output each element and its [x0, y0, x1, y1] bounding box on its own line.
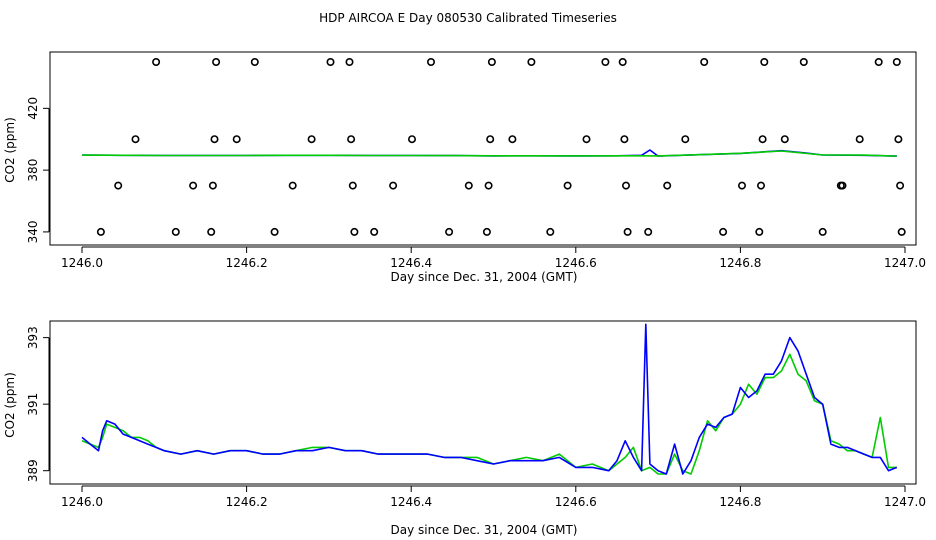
- top-point-marker: [370, 227, 379, 236]
- top-point-marker: [114, 181, 123, 190]
- top-green-series-line: [81, 150, 897, 157]
- top-x-axis-label: Day since Dec. 31, 2004 (GMT): [391, 270, 578, 284]
- top-point-marker: [288, 181, 297, 190]
- top-point-marker: [152, 57, 161, 66]
- bottom-y-axis: 389 391 393: [26, 326, 50, 482]
- bottom-y-tick-label: 389: [26, 459, 40, 482]
- top-point-marker: [874, 57, 883, 66]
- top-panel: 1246.0 1246.2 1246.4 1246.6 1246.8 1247.0 340…: [3, 51, 926, 284]
- top-point-marker: [799, 57, 808, 66]
- top-point-marker: [563, 181, 572, 190]
- top-point-marker: [484, 181, 493, 190]
- top-line-series: [81, 149, 897, 157]
- top-point-marker: [818, 227, 827, 236]
- top-x-tick-label: 1247.0: [884, 256, 926, 270]
- bottom-y-tick-label: 393: [26, 326, 40, 349]
- top-point-marker: [96, 227, 105, 236]
- top-point-marker: [838, 181, 847, 190]
- top-point-marker: [755, 227, 764, 236]
- top-point-marker: [756, 181, 765, 190]
- top-point-marker: [350, 227, 359, 236]
- bottom-blue-series-line: [81, 323, 898, 475]
- bottom-plot-frame: [49, 320, 917, 485]
- top-point-marker: [546, 227, 555, 236]
- top-point-marker: [232, 135, 241, 144]
- top-point-marker: [389, 181, 398, 190]
- top-x-tick-label: 1246.4: [390, 256, 432, 270]
- top-point-marker: [464, 181, 473, 190]
- top-point-marker: [250, 57, 259, 66]
- bottom-x-tick-label: 1246.4: [390, 495, 432, 509]
- top-y-tick-label: 420: [26, 97, 40, 120]
- top-point-marker: [644, 227, 653, 236]
- top-x-axis: 1246.0 1246.2 1246.4 1246.6 1246.8 1247.0: [61, 246, 926, 270]
- top-point-marker: [482, 227, 491, 236]
- bottom-x-axis-label: Day since Dec. 31, 2004 (GMT): [391, 523, 578, 537]
- top-point-series: [96, 57, 906, 236]
- bottom-x-tick-label: 1247.0: [884, 495, 926, 509]
- top-point-marker: [618, 57, 627, 66]
- top-point-marker: [307, 135, 316, 144]
- bottom-x-tick-label: 1246.0: [61, 495, 103, 509]
- top-point-marker: [189, 181, 198, 190]
- top-point-marker: [527, 57, 536, 66]
- bottom-x-tick-label: 1246.2: [226, 495, 268, 509]
- top-point-marker: [347, 135, 356, 144]
- top-point-marker: [855, 135, 864, 144]
- top-point-marker: [758, 135, 767, 144]
- top-point-marker: [896, 181, 905, 190]
- top-plot-frame: [49, 51, 917, 246]
- top-point-marker: [623, 227, 632, 236]
- top-point-marker: [892, 57, 901, 66]
- top-x-tick-label: 1246.2: [226, 256, 268, 270]
- top-point-marker: [131, 135, 140, 144]
- top-x-tick-label: 1246.6: [555, 256, 597, 270]
- top-point-marker: [210, 135, 219, 144]
- top-point-marker: [208, 181, 217, 190]
- top-y-axis: 340 380 420: [26, 97, 50, 243]
- top-y-tick-label: 340: [26, 220, 40, 243]
- top-point-marker: [780, 135, 789, 144]
- top-point-marker: [894, 135, 903, 144]
- top-y-tick-label: 380: [26, 159, 40, 182]
- top-point-marker: [508, 135, 517, 144]
- top-point-marker: [700, 57, 709, 66]
- top-point-marker: [897, 227, 906, 236]
- bottom-y-axis-label: CO2 (ppm): [3, 372, 17, 438]
- top-point-marker: [270, 227, 279, 236]
- top-point-marker: [760, 57, 769, 66]
- top-x-tick-label: 1246.8: [719, 256, 761, 270]
- top-point-marker: [737, 181, 746, 190]
- top-point-marker: [348, 181, 357, 190]
- bottom-x-tick-label: 1246.8: [719, 495, 761, 509]
- top-point-marker: [681, 135, 690, 144]
- top-point-marker: [620, 135, 629, 144]
- bottom-y-tick-label: 391: [26, 393, 40, 416]
- top-point-marker: [326, 57, 335, 66]
- top-point-marker: [663, 181, 672, 190]
- top-y-axis-label: CO2 (ppm): [3, 117, 17, 183]
- top-point-marker: [601, 57, 610, 66]
- top-point-marker: [621, 181, 630, 190]
- top-x-tick-label: 1246.0: [61, 256, 103, 270]
- bottom-x-tick-label: 1246.6: [555, 495, 597, 509]
- top-point-marker: [207, 227, 216, 236]
- top-point-marker: [487, 57, 496, 66]
- top-point-marker: [407, 135, 416, 144]
- bottom-line-series: [81, 323, 898, 475]
- top-point-marker: [212, 57, 221, 66]
- top-point-marker: [345, 57, 354, 66]
- top-point-marker: [426, 57, 435, 66]
- bottom-x-axis: 1246.0 1246.2 1246.4 1246.6 1246.8 1247.0: [61, 485, 926, 509]
- top-point-marker: [582, 135, 591, 144]
- bottom-panel: 1246.0 1246.2 1246.4 1246.6 1246.8 1247.0 389…: [3, 320, 926, 537]
- top-point-marker: [171, 227, 180, 236]
- top-point-marker: [486, 135, 495, 144]
- figure-title: HDP AIRCOA E Day 080530 Calibrated Times…: [319, 11, 617, 25]
- top-point-marker: [445, 227, 454, 236]
- top-point-marker: [719, 227, 728, 236]
